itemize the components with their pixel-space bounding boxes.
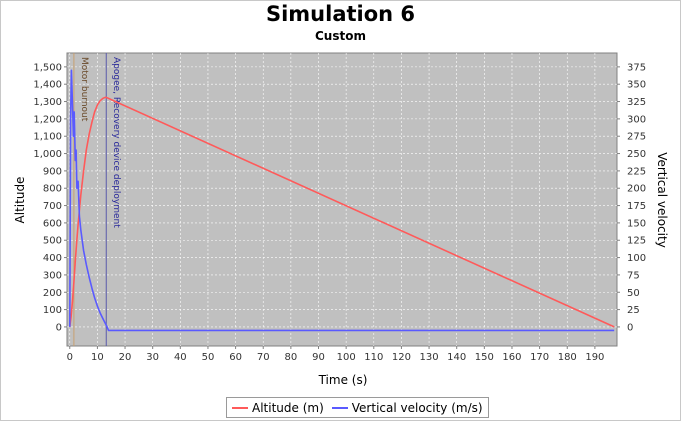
event-label: Motor burnout: [79, 57, 89, 122]
x-tick-label: 180: [558, 352, 577, 363]
x-tick-label: 40: [174, 352, 187, 363]
y-left-tick-label: 1,500: [33, 62, 62, 73]
x-tick-label: 140: [447, 352, 466, 363]
legend-item-velocity: Vertical velocity (m/s): [331, 400, 483, 415]
y-left-tick-label: 600: [43, 218, 62, 229]
y-left-tick-label: 500: [43, 236, 62, 247]
x-tick-label: 70: [257, 352, 270, 363]
legend-label-altitude: Altitude (m): [252, 400, 324, 415]
y-left-tick-label: 700: [43, 201, 62, 212]
y-left-tick-label: 1,200: [33, 114, 62, 125]
x-tick-label: 120: [392, 352, 411, 363]
y-left-tick-label: 1,000: [33, 149, 62, 160]
y-left-tick-label: 1,300: [33, 97, 62, 108]
event-markers: Motor burnout Apogee, Recovery device dep…: [73, 53, 121, 346]
x-axis-ticks: 0 10 20 30 40 50 60 70 80 90 100 110 120 130 140 150 160…: [67, 346, 604, 363]
x-tick-label: 50: [202, 352, 215, 363]
y-left-tick-label: 300: [43, 270, 62, 281]
y-right-axis-label: Vertical velocity: [655, 152, 669, 248]
y-left-tick-label: 400: [43, 253, 62, 264]
series-line-vertical-velocity: [69, 69, 615, 332]
x-tick-label: 20: [119, 352, 132, 363]
legend-swatch-velocity: [331, 406, 348, 409]
y-right-tick-label: 375: [627, 62, 646, 73]
y-right-tick-label: 100: [627, 253, 646, 264]
x-axis-label: Time (s): [318, 373, 368, 387]
y-right-tick-label: 0: [627, 322, 633, 333]
x-tick-label: 110: [364, 352, 383, 363]
y-left-tick-label: 900: [43, 166, 62, 177]
y-right-tick-label: 125: [627, 236, 646, 247]
x-tick-label: 0: [67, 352, 73, 363]
y-right-tick-label: 175: [627, 201, 646, 212]
y-right-tick-label: 200: [627, 184, 646, 195]
y-right-tick-label: 75: [627, 270, 640, 281]
series-lines: [69, 69, 615, 332]
x-tick-label: 150: [475, 352, 494, 363]
x-tick-label: 160: [502, 352, 521, 363]
y-right-tick-label: 300: [627, 114, 646, 125]
y-right-tick-label: 225: [627, 166, 646, 177]
chart-title: Simulation 6: [265, 2, 416, 26]
event-label: Apogee, Recovery device deployment: [111, 57, 121, 228]
x-tick-label: 130: [420, 352, 439, 363]
y-right-tick-label: 250: [627, 149, 646, 160]
x-tick-label: 60: [229, 352, 242, 363]
x-tick-label: 30: [146, 352, 159, 363]
x-tick-label: 190: [585, 352, 604, 363]
y-right-tick-label: 50: [627, 288, 640, 299]
y-right-axis-ticks: 0 25 50 75 100 125 150 175 200 225 250 275 300 325 350…: [617, 62, 646, 333]
x-tick-label: 90: [312, 352, 325, 363]
x-tick-label: 170: [530, 352, 549, 363]
y-left-tick-label: 800: [43, 184, 62, 195]
legend-swatch-altitude: [232, 406, 248, 409]
y-right-tick-label: 325: [627, 97, 646, 108]
y-left-axis-label: Altitude: [13, 177, 27, 224]
y-left-tick-label: 1,100: [33, 132, 62, 143]
y-left-tick-label: 100: [43, 305, 62, 316]
y-right-tick-label: 25: [627, 305, 640, 316]
y-right-tick-label: 275: [627, 132, 646, 143]
plot-background: [66, 52, 618, 347]
chart-subtitle: Custom: [315, 29, 366, 43]
y-left-tick-label: 0: [56, 322, 62, 333]
legend-label-velocity: Vertical velocity (m/s): [351, 400, 483, 415]
series-line-altitude: [69, 96, 615, 328]
legend-item-altitude: Altitude (m): [232, 401, 324, 415]
y-left-tick-label: 200: [43, 288, 62, 299]
x-tick-label: 80: [285, 352, 298, 363]
y-left-tick-label: 1,400: [33, 80, 62, 91]
grid-lines: [67, 53, 617, 346]
y-left-axis-ticks: 0 100 200 300 400 500 600 700 800 900 1,000 1,100 1,…: [33, 62, 67, 333]
x-tick-label: 100: [337, 352, 356, 363]
y-right-tick-label: 350: [627, 80, 646, 91]
legend: Altitude (m) Vertical velocity (m/s): [226, 397, 489, 418]
y-right-tick-label: 150: [627, 218, 646, 229]
x-tick-label: 10: [91, 352, 104, 363]
